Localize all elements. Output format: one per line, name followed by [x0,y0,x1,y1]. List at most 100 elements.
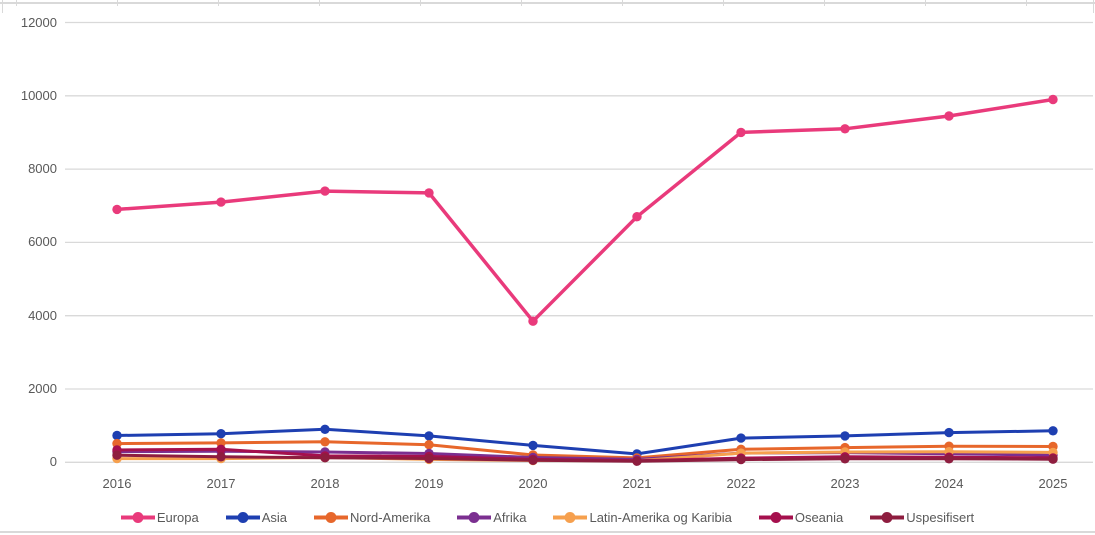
data-point-marker[interactable] [216,444,226,454]
data-point-marker[interactable] [112,430,122,441]
data-point-marker[interactable] [424,188,434,198]
legend-label: Asia [261,509,288,525]
top-cell-border [0,1,1095,4]
data-point-marker[interactable] [424,431,434,441]
data-point-marker[interactable] [112,204,122,215]
legend-dot [237,511,249,523]
legend-dot [881,511,893,523]
column-border-stub [420,0,422,6]
x-axis-tick-label: 2017 [206,476,236,491]
series-line[interactable] [115,453,1055,463]
legend-dot [564,511,576,523]
legend-line-marker-icon [457,511,492,523]
data-point-marker[interactable] [736,433,746,443]
data-point-marker[interactable] [840,431,850,441]
column-border-stub [622,0,624,6]
series-line[interactable] [115,440,1055,460]
column-border-stub [117,0,119,6]
y-axis-tick-label: 2000 [28,381,57,396]
column-border-stub [925,0,927,6]
data-point-marker[interactable] [1048,426,1058,436]
data-point-marker[interactable] [320,437,330,447]
data-point-marker[interactable] [112,450,122,460]
data-point-marker[interactable] [736,127,746,138]
data-point-marker[interactable] [216,429,226,439]
data-point-marker[interactable] [1048,454,1058,464]
legend-item-asia[interactable]: Asia [225,509,288,525]
data-point-marker[interactable] [944,427,954,438]
legend-item-afrika[interactable]: Afrika [457,510,526,525]
x-axis-tick-label: 2021 [622,476,652,491]
chart-legend: Europa Asia Nord-Amerika Afrika Latin-Amerik… [0,505,1095,529]
legend-line-marker-icon [870,511,905,523]
legend-label: Afrika [493,509,527,525]
data-point-marker[interactable] [528,440,538,451]
legend-item-uspesifisert[interactable]: Uspesifisert [870,510,974,525]
legend-label: Uspesifisert [906,509,975,525]
y-axis-tick-label: 4000 [28,307,57,323]
legend-label: Latin-Amerika og Karibia [589,509,732,525]
x-axis-tick-label: 2024 [934,476,964,491]
data-point-marker[interactable] [632,212,642,222]
legend-dot [468,511,480,523]
series-europa[interactable] [112,94,1058,326]
data-point-marker[interactable] [320,186,330,196]
column-border-stub [521,0,523,6]
data-point-marker[interactable] [320,453,330,463]
y-axis-tick-label: 10000 [20,87,57,103]
data-point-marker[interactable] [424,453,434,464]
column-border-stub [1026,0,1028,6]
x-axis-tick-label: 2016 [102,476,132,491]
series-asia[interactable] [112,424,1058,459]
y-axis-tick-label: 12000 [20,14,57,30]
legend-label: Europa [156,509,199,525]
x-axis-tick-label: 2023 [830,476,860,491]
column-border-stub [723,0,725,6]
data-point-marker[interactable] [840,124,850,134]
x-axis-tick-label: 2020 [518,476,548,491]
data-point-marker[interactable] [632,456,642,466]
data-point-marker[interactable] [736,454,746,465]
data-point-marker[interactable] [944,111,954,121]
right-border-stub [1092,0,1095,13]
legend-item-oseania[interactable]: Oseania [758,509,844,525]
data-point-marker[interactable] [424,440,434,450]
left-border-stub [1,0,3,13]
y-axis-tick-label: 8000 [28,161,57,177]
legend-line-marker-icon [553,511,588,523]
x-axis-tick-label: 2019 [414,476,444,491]
data-point-marker[interactable] [840,454,850,464]
legend-label: Nord-Amerika [350,509,431,525]
data-point-marker[interactable] [528,455,538,465]
legend-line-marker-icon [758,511,793,523]
column-border-stub [319,0,321,6]
column-border-stub [16,0,18,6]
legend-item-europa[interactable]: Europa [120,509,199,525]
series-line[interactable] [115,427,1055,456]
legend-item-latin-amerika-og-karibia[interactable]: Latin-Amerika og Karibia [553,509,732,525]
data-point-marker[interactable] [320,424,330,434]
x-axis-tick-label: 2025 [1038,476,1068,491]
column-border-stub [218,0,220,6]
x-axis-tick-label: 2018 [310,476,340,491]
legend-dot [325,511,337,523]
y-axis-tick-label: 0 [49,454,57,470]
data-point-marker[interactable] [944,454,954,464]
legend-item-nord-amerika[interactable]: Nord-Amerika [314,510,430,525]
series-uspesifisert[interactable] [112,450,1058,466]
data-point-marker[interactable] [528,316,538,326]
legend-line-marker-icon [225,511,260,523]
column-border-stub [824,0,826,6]
series-line[interactable] [115,97,1055,323]
data-point-marker[interactable] [216,452,226,462]
x-axis-tick-label: 2022 [726,476,756,491]
data-point-marker[interactable] [216,197,226,207]
data-point-marker[interactable] [1048,94,1058,105]
legend-line-marker-icon [314,511,349,523]
legend-dot [770,511,782,523]
bottom-cell-border [0,531,1095,533]
y-axis-tick-label: 6000 [28,234,57,250]
legend-label: Oseania [794,509,844,525]
